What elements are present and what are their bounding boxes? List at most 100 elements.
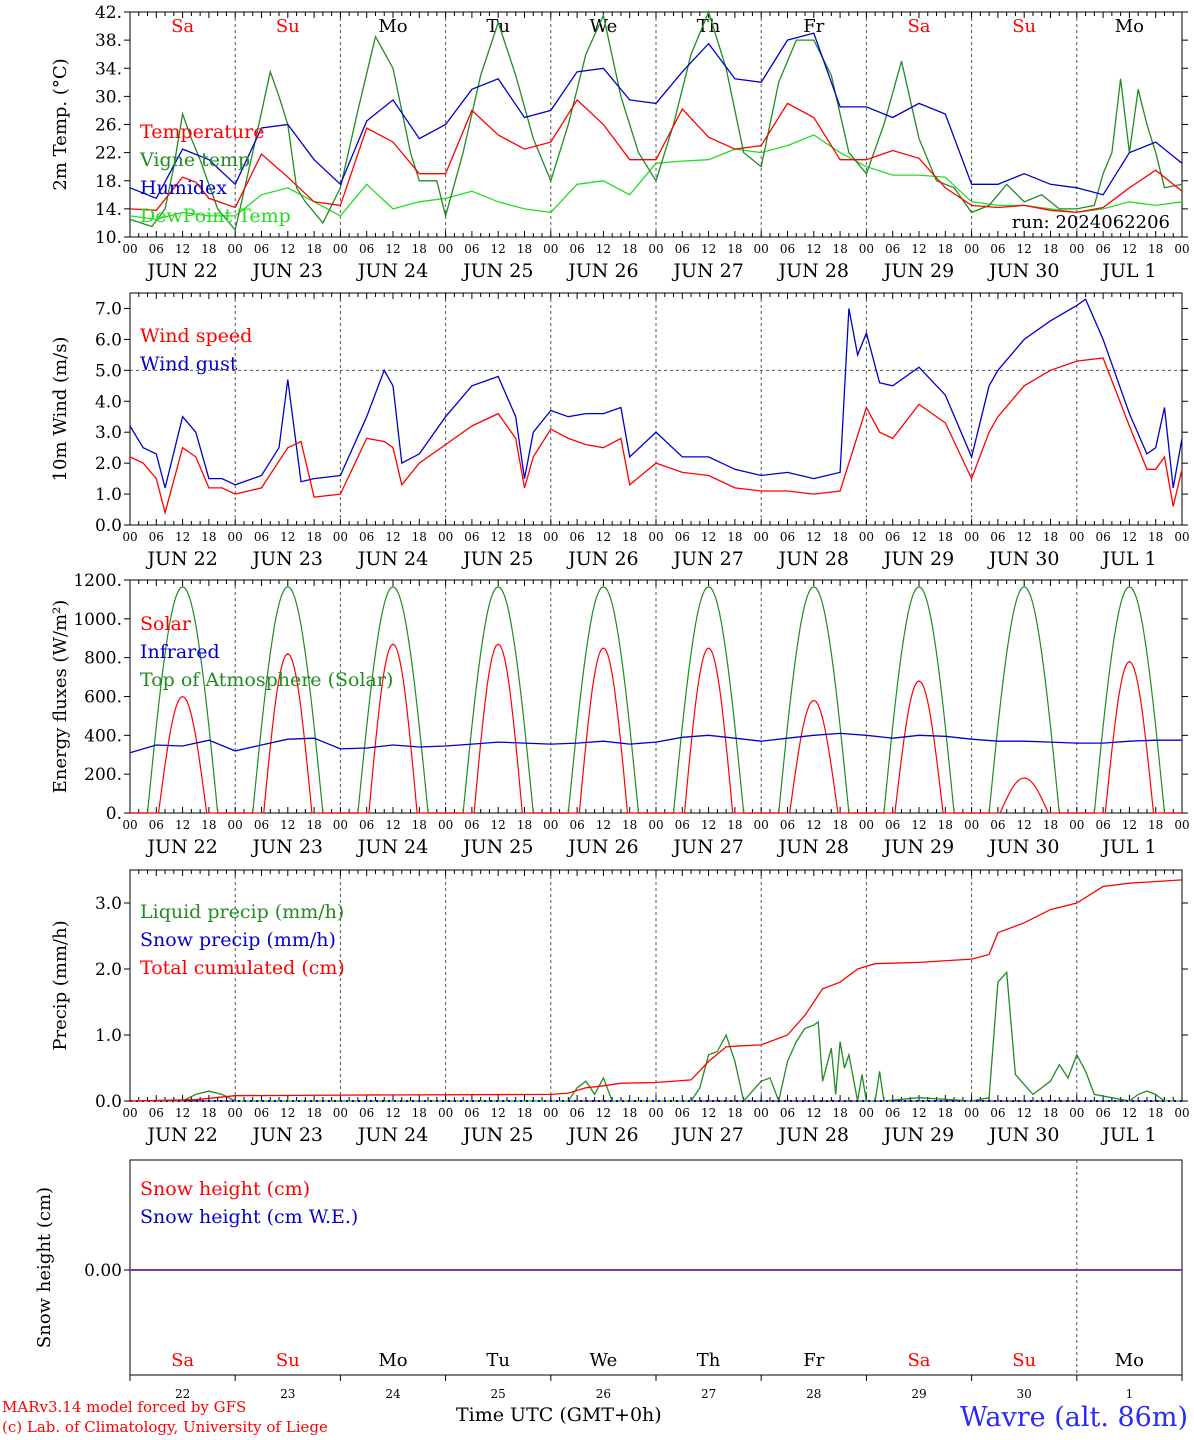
date-label: JUN 30 bbox=[987, 260, 1059, 282]
hour-tick-label: 06 bbox=[780, 818, 795, 832]
y-tick-label: 3.0 bbox=[95, 894, 122, 914]
y-tick-label: 1000. bbox=[73, 610, 122, 630]
legend-entry: Wind speed bbox=[140, 325, 252, 347]
date-label: JUN 26 bbox=[566, 548, 638, 570]
hour-tick-label: 06 bbox=[464, 1106, 479, 1120]
hour-tick-label: 06 bbox=[990, 818, 1005, 832]
hour-tick-label: 00 bbox=[1069, 242, 1084, 256]
hour-tick-label: 18 bbox=[517, 818, 532, 832]
hour-tick-label: 00 bbox=[122, 818, 137, 832]
hour-tick-label: 06 bbox=[359, 530, 374, 544]
date-label: JUL 1 bbox=[1100, 1124, 1156, 1146]
hour-tick-label: 18 bbox=[517, 242, 532, 256]
date-label: JUN 28 bbox=[777, 836, 849, 858]
y-tick-label: 200. bbox=[84, 765, 122, 785]
series-line bbox=[129, 134, 1183, 221]
hour-tick-label: 00 bbox=[122, 1106, 137, 1120]
hour-tick-label: 18 bbox=[622, 1106, 637, 1120]
weekday-label: Su bbox=[276, 16, 300, 37]
date-label: JUN 28 bbox=[777, 548, 849, 570]
hour-tick-label: 18 bbox=[1148, 530, 1163, 544]
day-number-label: 1 bbox=[1126, 1387, 1134, 1401]
date-label: JUN 26 bbox=[566, 260, 638, 282]
hour-tick-label: 18 bbox=[412, 818, 427, 832]
y-tick-label: 4.0 bbox=[95, 392, 122, 412]
day-number-label: 30 bbox=[1017, 1387, 1032, 1401]
y-tick-label: 600. bbox=[84, 688, 122, 708]
date-label: JUN 24 bbox=[356, 1124, 428, 1146]
hour-tick-label: 00 bbox=[1174, 1106, 1189, 1120]
hour-tick-label: 18 bbox=[517, 1106, 532, 1120]
series-line bbox=[129, 10, 1183, 232]
date-label: JUN 30 bbox=[987, 548, 1059, 570]
hour-tick-label: 12 bbox=[701, 530, 716, 544]
legend-entry: Humidex bbox=[140, 177, 227, 199]
y-axis-title: Precip (mm/h) bbox=[50, 920, 71, 1050]
hour-tick-label: 18 bbox=[1148, 242, 1163, 256]
hour-tick-label: 12 bbox=[1017, 1106, 1032, 1120]
hour-tick-label: 06 bbox=[464, 818, 479, 832]
hour-tick-label: 18 bbox=[412, 242, 427, 256]
weekday-label: Mo bbox=[378, 1350, 407, 1371]
hour-tick-label: 06 bbox=[464, 242, 479, 256]
hour-tick-label: 18 bbox=[412, 530, 427, 544]
hour-tick-label: 12 bbox=[385, 242, 400, 256]
lab-credit: (c) Lab. of Climatology, University of L… bbox=[2, 1418, 328, 1436]
hour-tick-label: 06 bbox=[885, 242, 900, 256]
day-number-label: 25 bbox=[491, 1387, 506, 1401]
hour-tick-label: 12 bbox=[596, 1106, 611, 1120]
date-label: JUN 24 bbox=[356, 260, 428, 282]
y-tick-label: 7.0 bbox=[95, 299, 122, 319]
hour-tick-label: 00 bbox=[333, 818, 348, 832]
hour-tick-label: 06 bbox=[1095, 530, 1110, 544]
y-tick-label: 14. bbox=[95, 200, 122, 220]
y-tick-label: 26. bbox=[95, 116, 122, 136]
hour-tick-label: 00 bbox=[648, 818, 663, 832]
hour-tick-label: 12 bbox=[911, 242, 926, 256]
hour-tick-label: 12 bbox=[385, 530, 400, 544]
hour-tick-label: 00 bbox=[1069, 818, 1084, 832]
day-number-label: 26 bbox=[596, 1387, 611, 1401]
hour-tick-label: 06 bbox=[675, 530, 690, 544]
hour-tick-label: 12 bbox=[806, 1106, 821, 1120]
hour-tick-label: 00 bbox=[228, 1106, 243, 1120]
hour-tick-label: 18 bbox=[306, 1106, 321, 1120]
day-number-label: 27 bbox=[701, 1387, 716, 1401]
y-tick-label: 0. bbox=[106, 804, 122, 824]
hour-tick-label: 00 bbox=[543, 242, 558, 256]
hour-tick-label: 00 bbox=[754, 242, 769, 256]
weekday-label: Mo bbox=[1115, 1350, 1144, 1371]
legend-entry: Top of Atmosphere (Solar) bbox=[140, 669, 393, 691]
solar-line bbox=[130, 643, 1182, 814]
weekday-label: Sa bbox=[907, 1350, 930, 1371]
hour-tick-label: 18 bbox=[1043, 1106, 1058, 1120]
date-label: JUN 22 bbox=[145, 260, 217, 282]
hour-tick-label: 18 bbox=[727, 530, 742, 544]
legend-entry: Liquid precip (mm/h) bbox=[140, 901, 344, 923]
hour-tick-label: 06 bbox=[254, 1106, 269, 1120]
hour-tick-label: 06 bbox=[254, 530, 269, 544]
date-label: JUN 26 bbox=[566, 836, 638, 858]
hour-tick-label: 18 bbox=[517, 530, 532, 544]
hour-tick-label: 06 bbox=[885, 530, 900, 544]
hour-tick-label: 12 bbox=[596, 530, 611, 544]
hour-tick-label: 00 bbox=[1174, 818, 1189, 832]
hour-tick-label: 06 bbox=[569, 242, 584, 256]
date-label: JUN 22 bbox=[145, 836, 217, 858]
hour-tick-label: 18 bbox=[938, 818, 953, 832]
panel-energy: 00 06 12 18 JUN 22 00 06 12 18 JUN 23 00 06 12 18 JUN … bbox=[50, 571, 1190, 858]
date-label: JUN 22 bbox=[145, 548, 217, 570]
legend-entry: Snow height (cm) bbox=[140, 1178, 310, 1200]
hour-tick-label: 12 bbox=[911, 530, 926, 544]
panel-temp: 00 06 12 18 JUN 22 00 06 12 18 JUN 23 00 06 12 18 JUN … bbox=[50, 3, 1190, 282]
hour-tick-label: 12 bbox=[1122, 530, 1137, 544]
weekday-label: Sa bbox=[907, 16, 930, 37]
hour-tick-label: 18 bbox=[306, 242, 321, 256]
y-tick-label: 5.0 bbox=[95, 361, 122, 381]
legend-entry: Wind gust bbox=[140, 353, 238, 375]
y-tick-label: 1.0 bbox=[95, 485, 122, 505]
hour-tick-label: 18 bbox=[1148, 818, 1163, 832]
hour-tick-label: 06 bbox=[149, 242, 164, 256]
legend-entry: Temperature bbox=[140, 121, 264, 143]
